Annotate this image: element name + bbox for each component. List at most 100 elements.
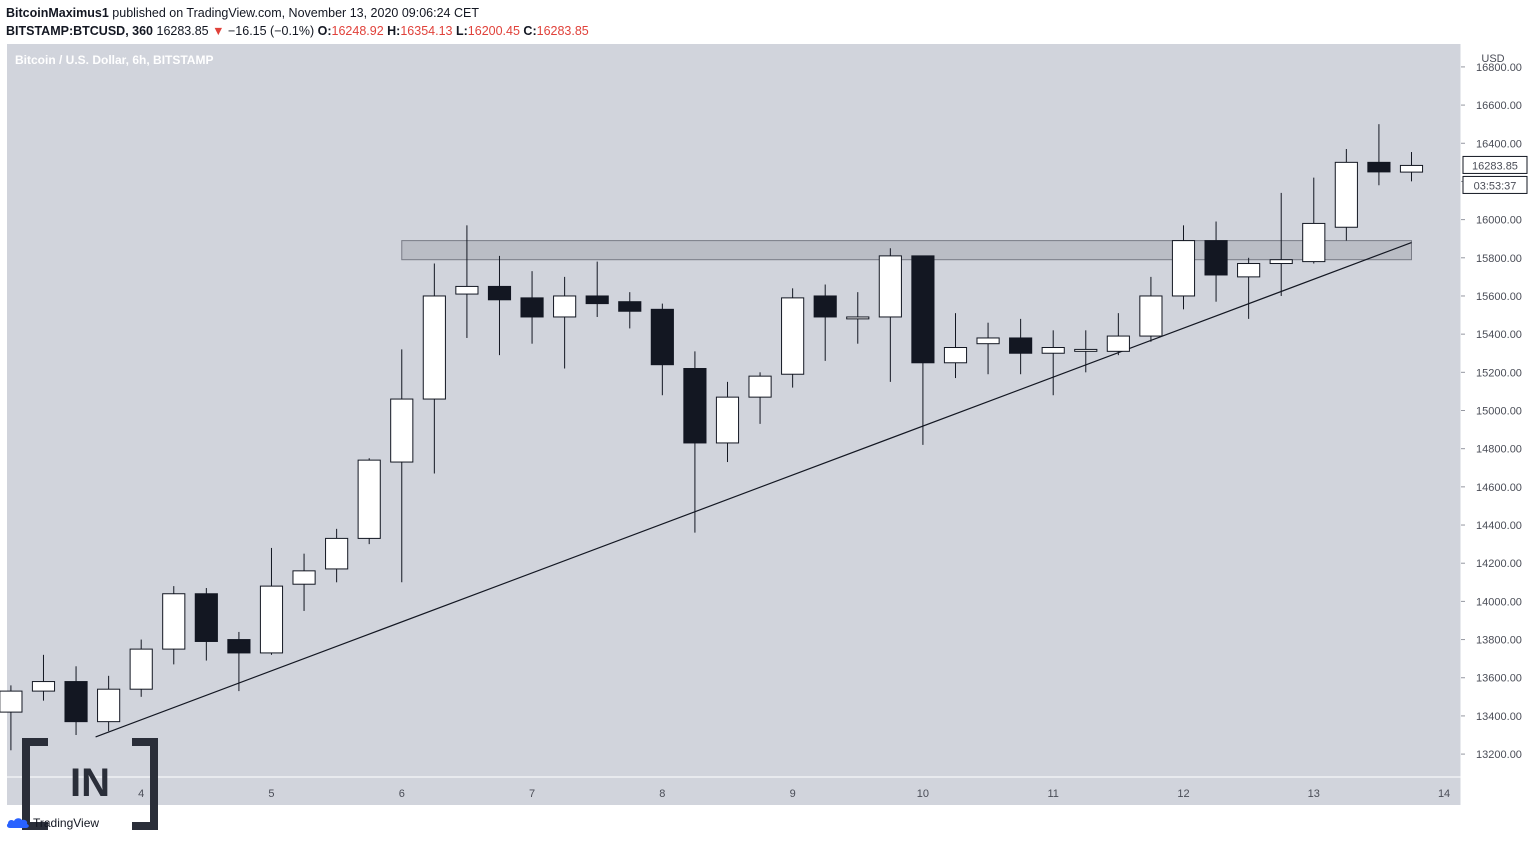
candle[interactable] (1171, 225, 1196, 310)
candle[interactable] (715, 381, 740, 463)
candle[interactable] (1204, 221, 1228, 302)
candle[interactable] (325, 528, 349, 583)
candle[interactable] (422, 263, 446, 474)
candle[interactable] (390, 349, 414, 583)
price-tick-label: 13800.00 (1476, 635, 1522, 647)
candle-body (129, 648, 153, 690)
candle[interactable] (292, 553, 316, 611)
price-tick-label: 16600.00 (1476, 100, 1522, 112)
candle-body (292, 570, 316, 585)
candle[interactable] (0, 685, 23, 751)
candle-body (878, 255, 902, 318)
time-axis[interactable]: 4 5 6 7 8 9 10 11 12 13 14 (138, 788, 1450, 800)
candle[interactable] (1367, 124, 1391, 186)
change-down-icon: ▼ (212, 24, 225, 38)
candle[interactable] (129, 639, 153, 697)
candle-body (781, 297, 805, 375)
candle[interactable] (618, 292, 642, 329)
candle[interactable] (813, 284, 837, 361)
tradingview-brand[interactable]: TradingView (6, 816, 99, 830)
candle-body (1204, 240, 1228, 276)
candle-body (0, 690, 23, 713)
price-tick-label: 16400.00 (1476, 138, 1522, 150)
candle[interactable] (1399, 152, 1424, 182)
time-tick-label: 10 (917, 788, 929, 800)
candle[interactable] (1139, 276, 1163, 342)
candle-body (97, 688, 121, 723)
logo-right-bracket (132, 738, 158, 830)
time-tick-label: 7 (529, 788, 535, 800)
candle[interactable] (585, 261, 609, 317)
candle[interactable] (1237, 257, 1261, 319)
candle-body (390, 398, 414, 463)
candle[interactable] (1009, 318, 1033, 375)
beincrypto-logo: IN (22, 738, 158, 830)
price-tick-label: 13600.00 (1476, 673, 1522, 685)
price-tick-label: 14200.00 (1476, 558, 1522, 570)
countdown-box (1462, 175, 1528, 194)
price-tick-label: 15200.00 (1476, 367, 1522, 379)
candle-body (813, 295, 837, 318)
candle[interactable] (976, 322, 1000, 375)
candle-body (976, 337, 1000, 345)
candle-body (618, 301, 642, 312)
candle[interactable] (943, 313, 968, 379)
last-price: 16283.85 (156, 24, 209, 38)
resistance-zone-layer (401, 240, 1412, 261)
candle[interactable] (846, 292, 870, 344)
candle[interactable] (31, 654, 56, 701)
price-tick-label: 13200.00 (1476, 749, 1522, 761)
time-tick-label: 14 (1438, 788, 1450, 800)
candle[interactable] (1334, 148, 1358, 241)
price-tick-label: 15800.00 (1476, 253, 1522, 265)
candle[interactable] (487, 255, 512, 356)
price-tick-label: 14600.00 (1476, 482, 1522, 494)
candle[interactable] (1074, 330, 1098, 373)
candle-body (357, 459, 381, 539)
candles-layer (0, 124, 1424, 751)
tradingview-label: TradingView (33, 816, 100, 830)
time-tick-label: 5 (268, 788, 274, 800)
candle[interactable] (1106, 313, 1130, 356)
candle[interactable] (357, 458, 381, 545)
price-change: −16.15 (−0.1%) (227, 24, 315, 38)
candle[interactable] (781, 288, 805, 388)
candle-body (1041, 347, 1065, 354)
candle[interactable] (878, 248, 902, 382)
candle[interactable] (553, 276, 577, 369)
candle[interactable] (911, 255, 935, 445)
price-tick-label: 16800.00 (1476, 62, 1522, 74)
candle[interactable] (520, 271, 544, 344)
chart-title: Bitcoin / U.S. Dollar, 6h, BITSTAMP (15, 53, 213, 67)
candle[interactable] (748, 372, 772, 424)
candle-body (1302, 222, 1326, 263)
candle-body (650, 308, 674, 366)
candle[interactable] (455, 225, 479, 338)
candle[interactable] (1269, 192, 1293, 296)
candle[interactable] (194, 588, 218, 661)
price-axis[interactable]: 13200.00 13400.00 13600.00 13800.00 14000.00… (1461, 62, 1522, 761)
candle[interactable] (97, 675, 121, 732)
resistance-zone[interactable] (401, 240, 1412, 261)
time-tick-label: 11 (1047, 788, 1058, 800)
author-name[interactable]: BitcoinMaximus1 (6, 6, 109, 20)
candle[interactable] (1302, 177, 1326, 264)
candle[interactable] (64, 666, 88, 736)
time-tick-label: 12 (1177, 788, 1189, 800)
candle[interactable] (650, 303, 674, 396)
open-value: 16248.92 (331, 24, 384, 38)
ascending-trendline[interactable] (95, 241, 1412, 738)
logo-text: IN (70, 761, 110, 805)
candle[interactable] (683, 351, 707, 533)
candle[interactable] (1041, 330, 1065, 396)
candle[interactable] (227, 631, 251, 692)
candle-body (1367, 161, 1391, 173)
candle-body (715, 396, 740, 444)
published-text: published on TradingView.com, November 1… (108, 6, 479, 20)
candle[interactable] (162, 586, 186, 665)
logo-left-bracket (22, 738, 48, 830)
countdown-label: 03:53:37 (1474, 180, 1517, 192)
candle[interactable] (259, 547, 284, 655)
price-tick-label: 14000.00 (1476, 596, 1522, 608)
